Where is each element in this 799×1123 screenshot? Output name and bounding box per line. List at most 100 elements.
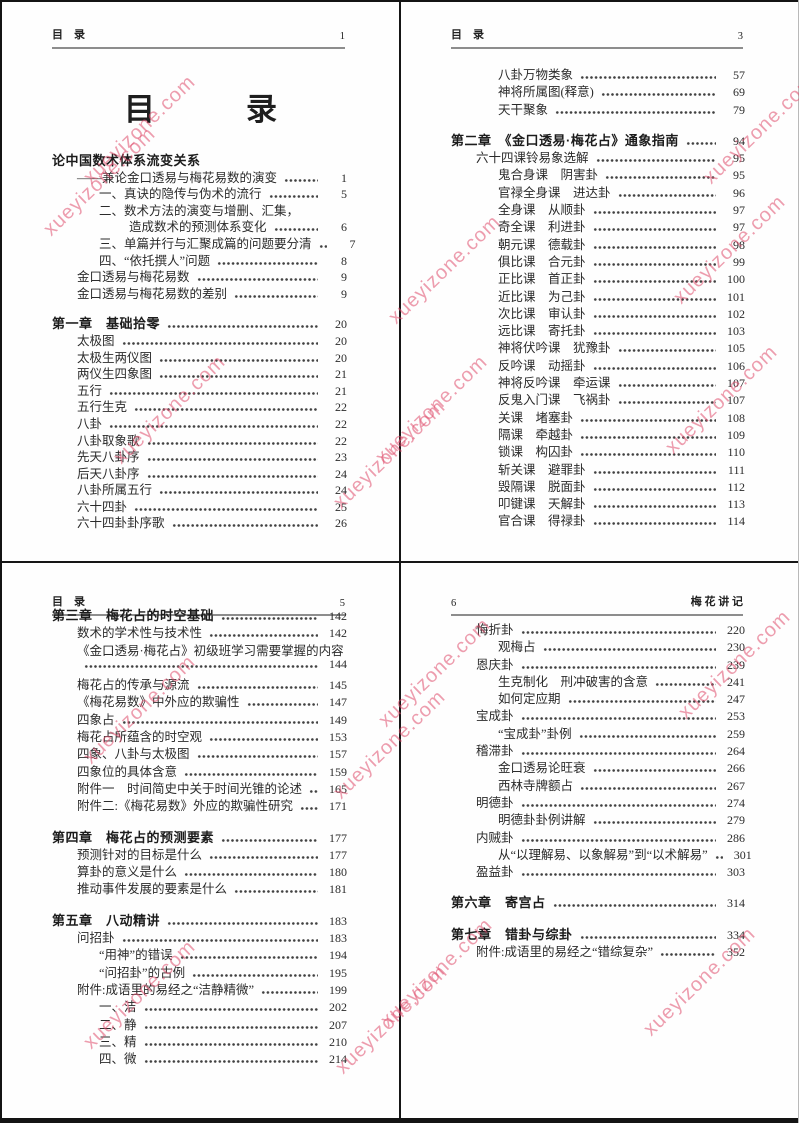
toc-entry-title: 稽滞卦 [476, 744, 514, 759]
toc-entry-page: 194 [329, 948, 347, 963]
toc-entry-page: 149 [329, 712, 347, 727]
toc-entry-title: 西林寺牌额占 [498, 778, 574, 793]
dot-leader [159, 358, 318, 362]
page-seam-vertical [399, 0, 401, 1118]
dot-leader [121, 939, 318, 943]
page-number: 5 [339, 598, 345, 609]
toc-entry: 八卦 22 [52, 413, 347, 431]
dot-leader [617, 193, 716, 197]
toc-entry-title: 明德卦卦例讲解 [498, 813, 586, 828]
dot-leader [578, 734, 716, 738]
toc-entry-title: 六十四卦卦序歌 [77, 516, 165, 531]
toc-entry-page: 22 [335, 400, 347, 415]
dot-leader [520, 665, 716, 669]
toc-entry: 神将伏吟课 犹豫卦 105 [451, 337, 745, 356]
toc-entry-title: 一、真诀的隐传与伪术的流行 [99, 187, 262, 202]
toc-entry-page: 199 [329, 982, 347, 997]
toc-entry: 观梅占 230 [451, 636, 745, 654]
dot-leader [520, 631, 716, 634]
dot-leader [134, 507, 318, 511]
toc-entry-page: 202 [329, 1000, 347, 1015]
toc-entry-page: 264 [727, 744, 745, 759]
dot-leader [217, 261, 318, 265]
toc-entry-title: 奇全课 利进卦 [498, 220, 586, 235]
toc-entry: 锁课 构囚卦 110 [451, 441, 745, 459]
scan-edge [0, 0, 2, 1123]
page-header-title: 梅 花 讲 记 [690, 596, 743, 608]
dot-leader [318, 244, 327, 248]
toc-entry-title: 附件:成语里的易经之“洁静精微” [77, 982, 255, 997]
page-header: 目 录 1 [52, 26, 345, 49]
toc-entry-title: 推动事件发展的要素是什么 [77, 882, 228, 897]
toc-entry: 《梅花易数》中外应的欺骗性 147 [52, 691, 347, 709]
dot-leader [592, 769, 716, 773]
toc-entry-title: 预测针对的目标是什么 [77, 847, 203, 862]
page-header: 6 梅 花 讲 记 [451, 593, 743, 616]
toc-entry-title: 关课 堵塞卦 [498, 410, 574, 425]
dot-leader [592, 262, 716, 266]
toc-entry: 八卦所属五行 24 [52, 479, 347, 498]
dot-leader [520, 752, 716, 756]
toc-entry-page: 9 [341, 286, 347, 301]
toc-entry-page: 105 [727, 341, 745, 356]
toc-entry: 神将反吟课 牵运课 107 [451, 372, 745, 390]
page-panel-1: 目 录 1 目 录 论中国数术体系流变关系 ——兼论金口透易与梅花易数的演变 1 一、… [2, 2, 399, 561]
toc-entry-title: 隔课 牵越卦 [498, 427, 574, 442]
toc-entry-title: 附件二:《梅花易数》外应的欺骗性研究 [77, 799, 293, 814]
dot-leader [167, 325, 318, 329]
dot-leader [184, 772, 318, 776]
toc-entry-title: 四象位的具体含意 [77, 764, 178, 779]
dot-leader [261, 990, 318, 994]
toc-entry-title: 金口透易与梅花易数 [77, 270, 190, 285]
toc-entry-title: 《金口透易·梅花占》初级班学习需要掌握的内容 [77, 643, 344, 658]
toc-entry-page: 183 [329, 931, 347, 946]
toc-entry-title: ——兼论金口透易与梅花易数的演变 [77, 170, 278, 185]
dot-leader [309, 789, 318, 793]
toc-entry-page: 26 [335, 516, 347, 531]
toc-entry: 如何定应期 247 [451, 688, 745, 706]
toc-entry: 四象、八卦与太极图 157 [52, 743, 347, 761]
toc-entry: 内贼卦 286 [451, 827, 745, 845]
dot-leader [246, 703, 318, 707]
toc-entry-title: 五行 [77, 383, 103, 398]
toc-entry-title: 八卦取象歌 [77, 433, 140, 448]
toc-entry: ——兼论金口透易与梅花易数的演变 1 [52, 167, 347, 185]
toc-entry-title: 六十四卦 [77, 499, 128, 514]
dot-leader [580, 76, 716, 79]
dot-leader [580, 418, 716, 422]
toc-entry: 官禄全身课 进达卦 96 [451, 182, 745, 200]
toc-entry-title: 次比课 审认卦 [498, 306, 586, 321]
toc-entry-page: 253 [727, 709, 745, 724]
toc-entry-page: 183 [329, 913, 347, 928]
toc-entry-title: 八卦所属五行 [77, 483, 153, 498]
dot-leader [617, 349, 716, 353]
toc-entry-page: 22 [335, 433, 347, 448]
toc-entry-title: 朝元课 德载卦 [498, 237, 586, 252]
toc-entry-title: 明德卦 [476, 795, 514, 810]
toc-entry-page: 97 [733, 203, 745, 218]
toc-entry: 正比课 首正卦 100 [451, 268, 745, 286]
dot-leader [520, 717, 716, 721]
toc-entry-title: 第六章 寄宫占 [451, 895, 546, 911]
toc-entry: 鬼合身课 阴害卦 95 [451, 164, 745, 182]
toc-entry: 六十四卦卦序歌 26 [52, 512, 347, 531]
toc-entry-page: 177 [329, 830, 347, 845]
toc-entry-page: 112 [727, 479, 745, 494]
toc-entry-page: 24 [335, 483, 347, 498]
toc-entry-title: 数术的学术性与技术性 [77, 626, 203, 641]
toc-entry: 天干聚象 79 [451, 99, 745, 117]
toc-entry-page: 314 [727, 896, 745, 911]
toc-entry: 八卦取象歌 22 [52, 430, 347, 448]
dot-leader [109, 424, 318, 428]
toc-entry-title: 盈益卦 [476, 865, 514, 880]
toc-entry-title: 反吟课 动摇卦 [498, 358, 586, 373]
toc-entry-page: 142 [329, 609, 347, 623]
toc-entry: 造成数术的预测体系变化 6 [52, 216, 347, 234]
dot-leader [299, 807, 318, 811]
toc-entry-title: 斩关课 避罪卦 [498, 462, 586, 477]
dot-leader [617, 401, 716, 405]
toc-entry-page: 22 [335, 416, 347, 431]
toc-entry: 朝元课 德载卦 98 [451, 234, 745, 252]
toc-entry-page: 21 [335, 367, 347, 382]
toc-entry: 毁隔课 脱面卦 112 [451, 476, 745, 494]
